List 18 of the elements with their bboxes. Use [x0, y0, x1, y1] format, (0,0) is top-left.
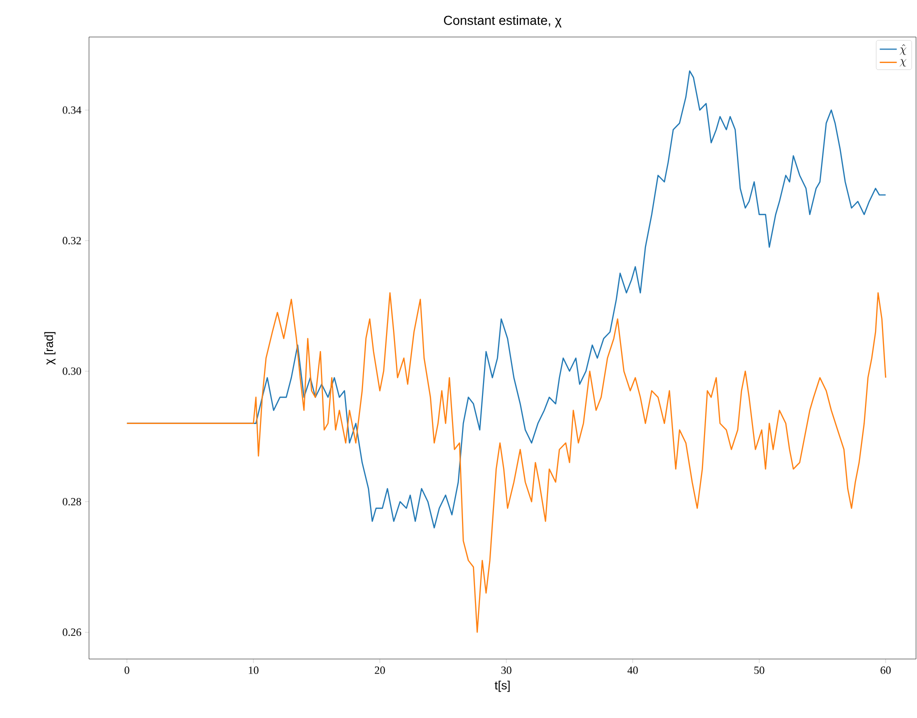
x-axis-title: t[s]: [494, 680, 510, 692]
y-tick-label: 0.26: [62, 628, 82, 636]
y-tick-label: 0.28: [62, 498, 82, 506]
line-series: [126, 292, 886, 633]
x-tick-label: 40: [627, 666, 638, 674]
legend-label: $\chi$: [900, 58, 906, 67]
chart-title: Constant estimate, χ: [444, 15, 562, 28]
y-tick-label: 0.32: [62, 236, 81, 244]
y-tick-label: 0.30: [62, 367, 82, 375]
legend-label: $\hat{\chi}$: [900, 44, 906, 56]
x-tick-label: 10: [248, 666, 258, 674]
x-tick-label: 20: [374, 666, 385, 674]
y-tick-label: 0.34: [62, 106, 82, 114]
y-axis-title: χ [rad]: [44, 332, 56, 365]
x-tick-label: 60: [880, 666, 891, 674]
x-tick-label: 30: [501, 666, 512, 674]
x-tick-label: 50: [754, 666, 764, 674]
x-tick-label: 0: [124, 666, 130, 674]
